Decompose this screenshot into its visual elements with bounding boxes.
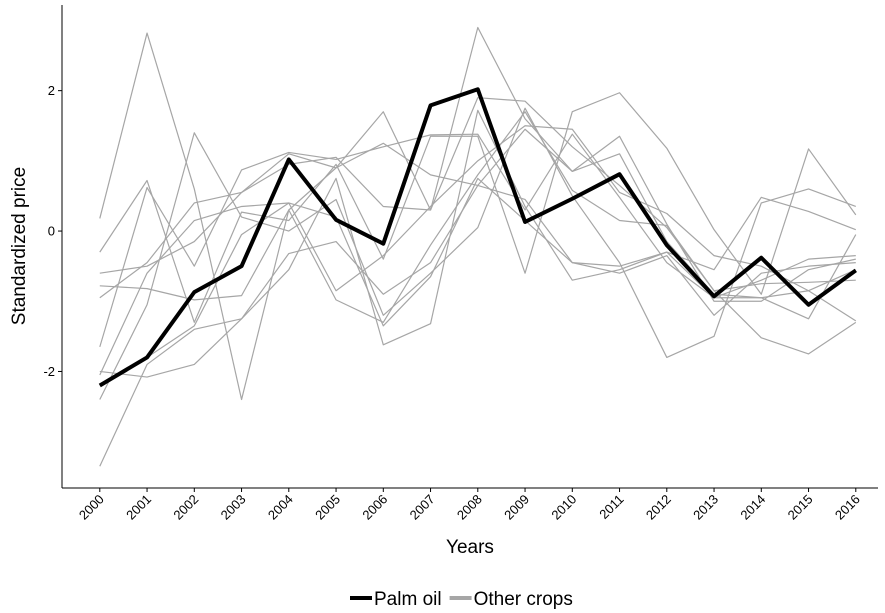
line xyxy=(98,87,857,388)
x-tick-label: 2006 xyxy=(359,492,390,523)
x-tick-label: 2000 xyxy=(76,492,107,523)
line xyxy=(99,177,856,387)
line xyxy=(99,97,857,355)
x-tick-label: 2008 xyxy=(454,492,485,523)
x-tick-label: 2015 xyxy=(785,492,816,523)
x-tick-label: 2012 xyxy=(643,492,674,523)
x-tick-label: 2002 xyxy=(170,492,201,523)
line xyxy=(99,92,857,323)
line xyxy=(99,133,857,348)
x-tick-label: 2004 xyxy=(265,492,296,523)
line xyxy=(99,111,856,323)
legend-label: Other crops xyxy=(474,589,573,610)
line xyxy=(99,107,857,400)
x-axis-title: Years xyxy=(446,537,494,558)
line xyxy=(99,26,857,401)
x-tick-label: 2007 xyxy=(407,492,438,523)
x-tick-label: 2009 xyxy=(501,492,532,523)
x-tick-label: 2001 xyxy=(123,492,154,523)
x-tick-label: 2013 xyxy=(690,492,721,523)
y-tick-label: 0 xyxy=(48,224,55,239)
line xyxy=(99,128,856,378)
y-axis-title: Standardized price xyxy=(9,167,30,325)
y-tick-label: 2 xyxy=(48,83,55,98)
x-tick-label: 2014 xyxy=(737,492,768,523)
x-tick-label: 2003 xyxy=(218,492,249,523)
y-tick-label: -2 xyxy=(43,364,55,379)
x-tick-label: 2016 xyxy=(832,492,863,523)
line xyxy=(99,125,857,376)
x-tick-label: 2010 xyxy=(548,492,579,523)
x-tick-label: 2005 xyxy=(312,492,343,523)
line xyxy=(99,109,857,467)
legend-label: Palm oil xyxy=(374,589,442,610)
x-tick-label: 2011 xyxy=(596,492,626,522)
